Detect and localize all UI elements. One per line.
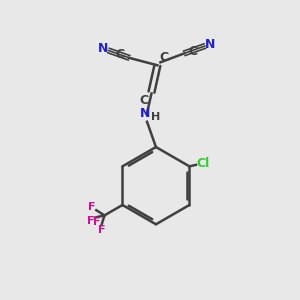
Text: F: F <box>92 217 100 227</box>
Text: C: C <box>189 45 198 58</box>
Text: N: N <box>205 38 215 51</box>
Text: F: F <box>87 216 94 226</box>
Text: C: C <box>140 94 148 106</box>
Text: H: H <box>151 112 160 122</box>
Text: C: C <box>159 51 168 64</box>
Text: F: F <box>98 224 105 235</box>
Text: Cl: Cl <box>197 157 210 170</box>
Text: N: N <box>98 42 109 56</box>
Text: C: C <box>116 48 125 62</box>
Text: N: N <box>140 107 151 120</box>
Text: F: F <box>88 202 96 212</box>
